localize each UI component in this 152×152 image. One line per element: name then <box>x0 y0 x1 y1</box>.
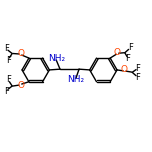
Text: NH₂: NH₂ <box>48 54 65 63</box>
Text: F: F <box>4 44 9 53</box>
Text: F: F <box>135 73 140 82</box>
Text: F: F <box>128 43 133 52</box>
Text: F: F <box>4 87 9 96</box>
Text: F: F <box>125 54 130 63</box>
Text: F: F <box>135 64 140 73</box>
Text: O: O <box>18 81 25 90</box>
Text: F: F <box>6 75 11 84</box>
Text: F: F <box>6 55 11 65</box>
Text: O: O <box>18 49 25 58</box>
Text: O: O <box>113 48 120 57</box>
Text: NH₂: NH₂ <box>67 75 85 84</box>
Text: O: O <box>121 65 128 74</box>
